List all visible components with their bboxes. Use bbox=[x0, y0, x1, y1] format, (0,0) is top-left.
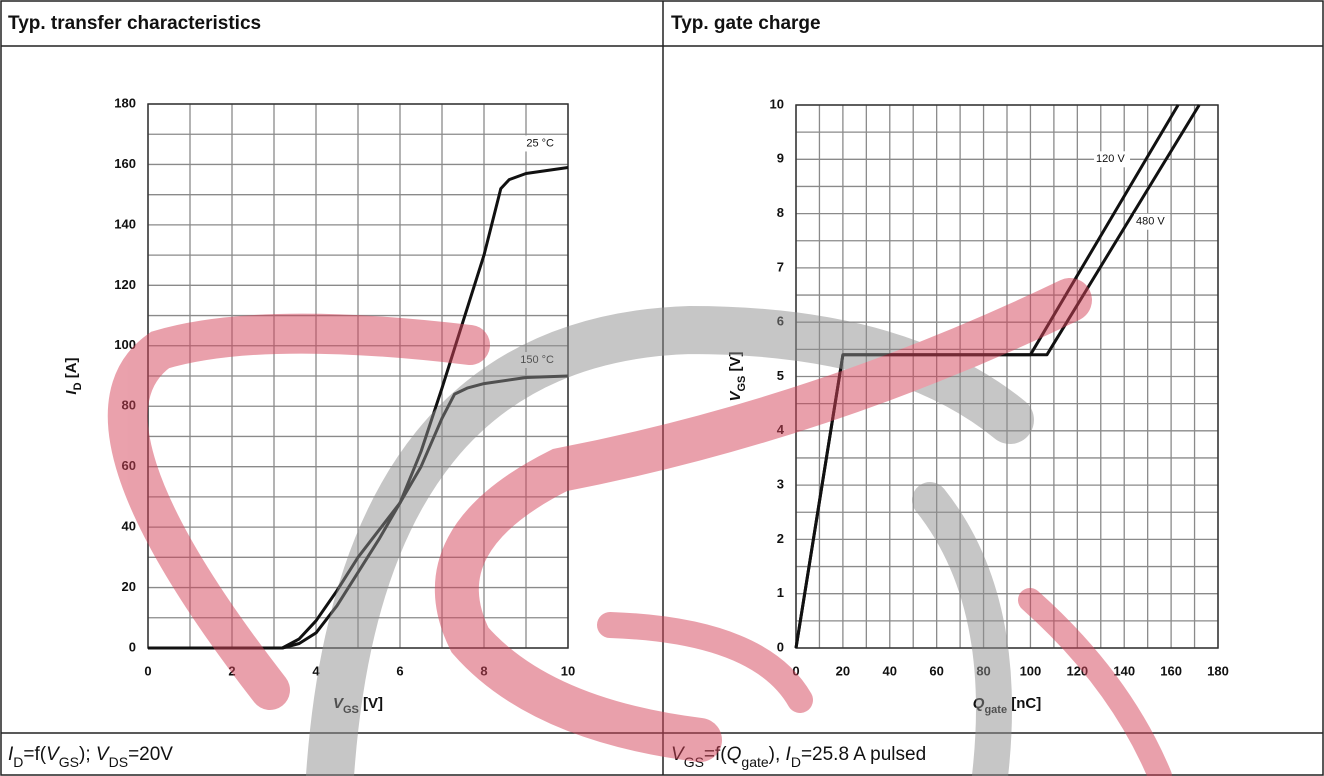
x-tick-label: 140 bbox=[1113, 663, 1135, 678]
y-tick-label: 140 bbox=[114, 216, 136, 231]
y-tick-label: 120 bbox=[114, 277, 136, 292]
x-tick-label: 0 bbox=[144, 663, 151, 678]
y-tick-label: 100 bbox=[114, 337, 136, 352]
label-part: I bbox=[786, 744, 792, 765]
label-part: [A] bbox=[63, 357, 80, 382]
y-tick-label: 0 bbox=[777, 639, 784, 654]
x-tick-label: 180 bbox=[1207, 663, 1229, 678]
watermark-stroke bbox=[912, 482, 1012, 776]
label-part: ); bbox=[79, 744, 96, 765]
watermark-stroke bbox=[306, 305, 1034, 776]
label-part: gate bbox=[741, 754, 768, 770]
y-tick-label: 10 bbox=[770, 96, 784, 111]
label-part: [V] bbox=[359, 695, 383, 712]
x-tick-label: 6 bbox=[396, 663, 403, 678]
label-part: I bbox=[8, 744, 14, 765]
label-part: =f( bbox=[23, 744, 46, 765]
series-label: 480 V bbox=[1136, 216, 1165, 228]
series-label: 25 °C bbox=[526, 137, 554, 149]
y-tick-label: 5 bbox=[777, 368, 784, 383]
y-tick-label: 180 bbox=[114, 95, 136, 110]
x-tick-label: 40 bbox=[883, 663, 897, 678]
label-part: D bbox=[791, 754, 801, 770]
watermark bbox=[107, 278, 1172, 776]
label-part: V bbox=[46, 744, 61, 765]
watermark-stroke bbox=[434, 278, 1092, 762]
series-label: 120 V bbox=[1096, 153, 1125, 165]
watermark-stroke bbox=[597, 612, 813, 713]
x-tick-label: 0 bbox=[792, 663, 799, 678]
label-part: =20V bbox=[128, 744, 173, 765]
y-tick-label: 3 bbox=[777, 477, 784, 492]
y-tick-label: 7 bbox=[777, 259, 784, 274]
label-part: GS bbox=[59, 754, 79, 770]
label-part: DS bbox=[109, 754, 128, 770]
caption: ID=f(VGS); VDS=20V bbox=[8, 744, 173, 770]
x-tick-label: 4 bbox=[312, 663, 320, 678]
label-background bbox=[518, 135, 554, 152]
label-part: [nC] bbox=[1007, 695, 1041, 712]
label-part: ), bbox=[769, 744, 786, 765]
y-tick-label: 160 bbox=[114, 156, 136, 171]
label-part: V bbox=[96, 744, 111, 765]
y-tick-label: 1 bbox=[777, 585, 784, 600]
y-tick-label: 0 bbox=[129, 639, 136, 654]
label-part: [V] bbox=[727, 351, 744, 375]
y-tick-label: 8 bbox=[777, 205, 784, 220]
label-part: D bbox=[72, 382, 84, 390]
label-part: GS bbox=[736, 376, 748, 392]
chart-title: Typ. transfer characteristics bbox=[8, 13, 261, 34]
x-tick-label: 160 bbox=[1160, 663, 1182, 678]
chart-title: Typ. gate charge bbox=[671, 13, 821, 34]
y-tick-label: 40 bbox=[122, 519, 136, 534]
y-tick-label: 2 bbox=[777, 531, 784, 546]
watermark-stroke bbox=[1018, 588, 1172, 776]
label-part: I bbox=[63, 390, 80, 395]
label-part: V bbox=[727, 390, 744, 402]
label-part: =25.8 A pulsed bbox=[801, 744, 926, 765]
y-tick-label: 20 bbox=[122, 579, 136, 594]
label-part: D bbox=[13, 754, 23, 770]
x-tick-label: 100 bbox=[1020, 663, 1042, 678]
x-tick-label: 60 bbox=[929, 663, 943, 678]
label-background bbox=[1134, 213, 1171, 230]
label-part: Q bbox=[727, 744, 742, 765]
x-tick-label: 20 bbox=[836, 663, 850, 678]
label-background bbox=[1094, 151, 1131, 168]
y-axis-label: VGS [V] bbox=[727, 351, 748, 401]
y-axis-label: ID [A] bbox=[63, 357, 84, 394]
y-tick-label: 9 bbox=[777, 151, 784, 166]
watermark-stroke bbox=[107, 313, 490, 710]
x-tick-label: 10 bbox=[561, 663, 575, 678]
